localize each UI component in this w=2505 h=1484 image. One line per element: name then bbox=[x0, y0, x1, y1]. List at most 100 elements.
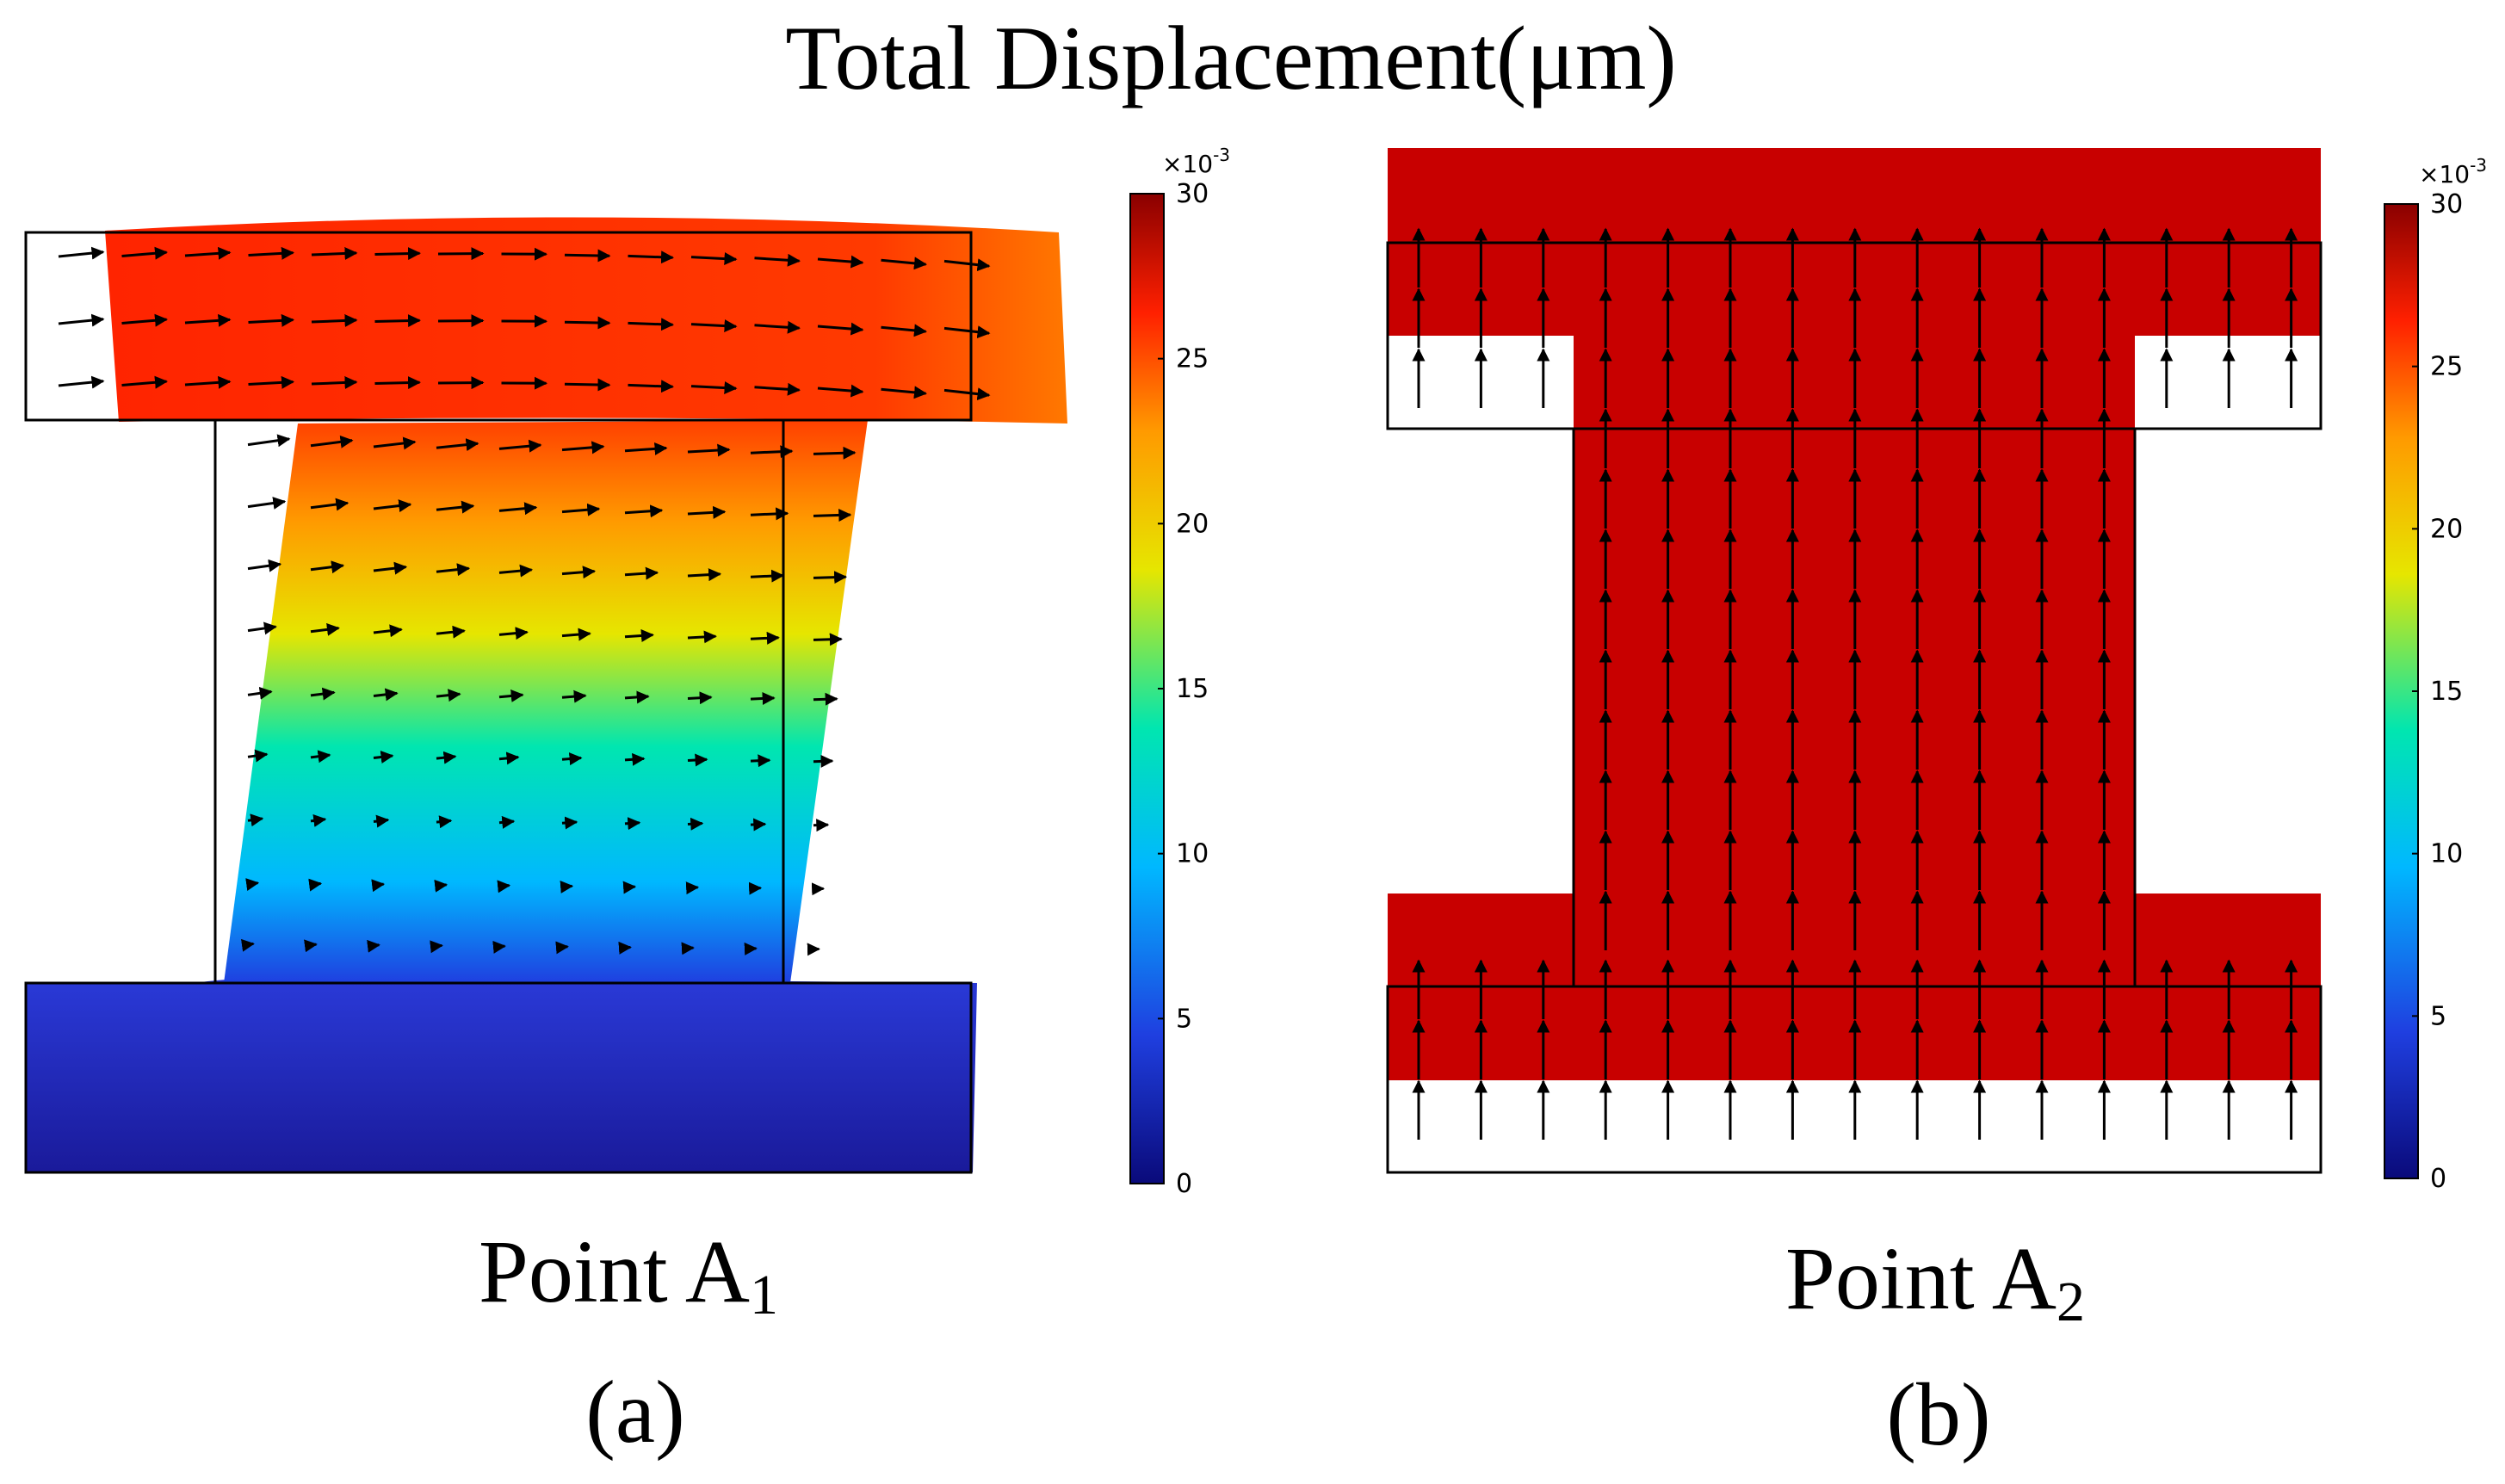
displacement-arrow bbox=[687, 817, 704, 831]
panel-a-colorbar-tick-label: 25 bbox=[1176, 344, 1209, 374]
panel-a-label: (a) bbox=[585, 1363, 684, 1462]
displacement-arrow bbox=[560, 880, 574, 893]
displacement-arrow bbox=[310, 814, 327, 827]
panel-a-base-block bbox=[26, 977, 977, 1172]
displacement-arrow bbox=[247, 813, 264, 827]
panel-a-point-label: Point A1 bbox=[479, 1222, 778, 1326]
displacement-arrow bbox=[310, 750, 331, 764]
displacement-arrow bbox=[813, 508, 852, 522]
displacement-arrow bbox=[813, 692, 838, 706]
displacement-arrow bbox=[437, 247, 485, 261]
panel-a-column bbox=[224, 420, 868, 983]
displacement-arrow bbox=[437, 314, 485, 328]
displacement-arrow bbox=[436, 625, 466, 639]
displacement-arrow bbox=[624, 442, 668, 455]
displacement-arrow bbox=[813, 571, 848, 584]
displacement-arrow bbox=[373, 814, 390, 828]
panel-b-colorbar-ticks: 0 5 10 15 20 25 30 bbox=[2412, 189, 2463, 1194]
displacement-arrow bbox=[367, 939, 380, 953]
displacement-arrow bbox=[624, 752, 646, 766]
displacement-arrow bbox=[436, 500, 475, 514]
panel-a-colorbar-tick-label: 20 bbox=[1176, 509, 1209, 539]
panel-a-colorbar-ticks: 0 5 10 15 20 25 30 bbox=[1158, 179, 1209, 1199]
displacement-arrow bbox=[245, 878, 260, 891]
displacement-arrow bbox=[561, 441, 605, 454]
displacement-arrow bbox=[498, 627, 529, 640]
displacement-arrow bbox=[434, 879, 448, 893]
displacement-arrow bbox=[373, 436, 417, 450]
displacement-arrow bbox=[561, 752, 583, 766]
panel-b-colorbar-tick-label: 5 bbox=[2430, 1001, 2446, 1031]
displacement-arrow bbox=[58, 313, 105, 327]
displacement-arrow bbox=[436, 815, 453, 829]
displacement-arrow bbox=[813, 633, 843, 646]
displacement-arrow bbox=[371, 879, 386, 893]
displacement-arrow bbox=[373, 624, 403, 638]
displacement-arrow bbox=[436, 751, 457, 764]
panel-b-colorbar-tick-label: 15 bbox=[2430, 677, 2463, 707]
displacement-arrow bbox=[750, 754, 771, 768]
panel-a: ×10-3 0 5 10 15 20 25 30 Point A1 (a) bbox=[24, 145, 1230, 1462]
panel-a-undeformed-outline bbox=[24, 231, 973, 1174]
displacement-arrow bbox=[943, 387, 991, 401]
displacement-arrow bbox=[881, 257, 927, 270]
displacement-arrow bbox=[690, 252, 738, 266]
panel-b-colorbar-tick-label: 25 bbox=[2430, 352, 2463, 382]
svg-text:×10-3: ×10-3 bbox=[2419, 155, 2487, 189]
svg-text:×10-3: ×10-3 bbox=[1162, 145, 1230, 178]
displacement-arrow bbox=[430, 940, 443, 954]
displacement-arrow bbox=[374, 376, 421, 390]
displacement-arrow bbox=[750, 818, 767, 832]
displacement-arrow bbox=[750, 507, 789, 521]
displacement-arrow bbox=[817, 322, 864, 336]
displacement-arrow bbox=[311, 313, 358, 327]
displacement-arrow bbox=[750, 445, 794, 459]
displacement-arrow bbox=[817, 255, 864, 269]
panel-b-point-subscript: 2 bbox=[2057, 1271, 2085, 1333]
displacement-arrow bbox=[564, 378, 611, 392]
displacement-arrow bbox=[247, 497, 287, 510]
panel-a-colorbar-tick-label: 0 bbox=[1176, 1169, 1192, 1199]
panel-b-colorbar-exponent: -3 bbox=[2470, 155, 2487, 176]
displacement-arrow bbox=[304, 939, 318, 953]
displacement-arrow bbox=[310, 498, 349, 511]
panel-b-colorbar: ×10-3 0 5 10 15 20 25 30 bbox=[2384, 155, 2487, 1194]
displacement-arrow bbox=[685, 881, 700, 895]
displacement-arrow bbox=[754, 320, 801, 334]
displacement-arrow bbox=[498, 689, 524, 702]
displacement-arrow bbox=[817, 384, 864, 398]
figure-title: Total Displacement(μm) bbox=[785, 8, 1676, 108]
displacement-arrow bbox=[498, 439, 542, 453]
panel-b-colorbar-tick-label: 30 bbox=[2430, 189, 2463, 220]
displacement-arrow bbox=[748, 881, 763, 895]
displacement-arrow bbox=[687, 505, 727, 519]
displacement-arrow bbox=[943, 258, 991, 272]
displacement-arrow bbox=[437, 376, 485, 390]
panel-b: ×10-3 0 5 10 15 20 25 30 Point A2 (b) bbox=[1386, 148, 2487, 1464]
displacement-arrow bbox=[308, 878, 323, 892]
displacement-arrow bbox=[881, 386, 927, 399]
displacement-arrow bbox=[687, 568, 722, 582]
displacement-arrow bbox=[628, 380, 674, 393]
panel-b-displacement-arrows bbox=[1412, 227, 2298, 1140]
displacement-arrow bbox=[373, 499, 412, 513]
displacement-arrow bbox=[624, 629, 654, 642]
displacement-arrow bbox=[497, 880, 511, 893]
displacement-arrow bbox=[750, 631, 780, 645]
panel-a-top-plate bbox=[105, 217, 1067, 424]
displacement-arrow bbox=[310, 435, 354, 448]
displacement-arrow bbox=[247, 559, 282, 572]
displacement-arrow bbox=[813, 446, 857, 460]
panel-a-colorbar-tick-label: 30 bbox=[1176, 179, 1209, 209]
displacement-arrow bbox=[561, 566, 597, 579]
displacement-arrow bbox=[121, 313, 168, 327]
displacement-arrow bbox=[436, 689, 461, 702]
displacement-arrow bbox=[561, 628, 591, 641]
displacement-arrow bbox=[690, 381, 738, 395]
displacement-arrow bbox=[184, 375, 232, 389]
displacement-arrow bbox=[436, 438, 479, 452]
displacement-arrow bbox=[373, 688, 399, 702]
panel-a-deformed-shape bbox=[26, 217, 1067, 1172]
displacement-arrow bbox=[121, 246, 168, 260]
displacement-arrow bbox=[311, 246, 358, 260]
